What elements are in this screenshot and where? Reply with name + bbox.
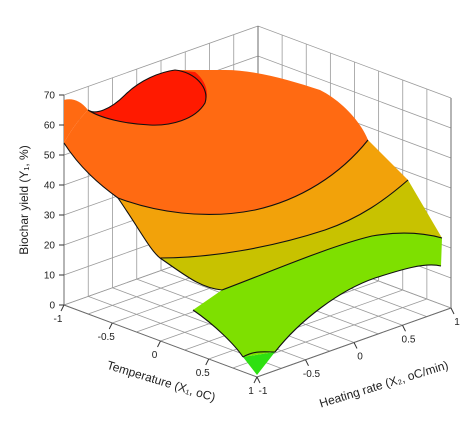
x-axis-label: Temperature (X₁, oC) xyxy=(105,358,217,404)
z-tick-label: 40 xyxy=(44,181,56,192)
contour-line xyxy=(87,69,207,126)
contour-line xyxy=(117,179,409,259)
x-tick-mark xyxy=(108,322,113,330)
surface xyxy=(64,70,442,375)
contour-line xyxy=(192,264,442,358)
z-axis-label: Biochar yield (Y₁, %) xyxy=(17,145,31,254)
x-tick-mark xyxy=(60,304,65,312)
y-tick-label: 0 xyxy=(357,352,363,363)
y-tick-label: -0.5 xyxy=(303,369,321,380)
z-tick-label: 30 xyxy=(44,211,56,222)
contour-line xyxy=(242,351,276,358)
y-axis-ticks: -1 -0.5 0 0.5 1 xyxy=(256,307,460,397)
y-tick-label: 1 xyxy=(454,317,460,328)
z-tick-label: 60 xyxy=(44,121,56,132)
z-tick-label: 0 xyxy=(49,301,55,312)
x-tick-label: 0 xyxy=(152,350,158,361)
x-tick-label: 0.5 xyxy=(196,368,210,379)
z-tick-label: 50 xyxy=(44,151,56,162)
surface-band-high xyxy=(88,70,207,126)
z-axis-ticks: 0 10 20 30 40 50 60 70 xyxy=(44,91,64,312)
y-tick-mark xyxy=(305,359,309,366)
x-tick-label: -1 xyxy=(54,314,63,325)
y-tick-mark xyxy=(402,325,406,332)
z-tick-label: 10 xyxy=(44,271,56,282)
z-tick-label: 20 xyxy=(44,241,56,252)
y-tick-label: 0.5 xyxy=(402,334,416,345)
y-tick-mark xyxy=(256,376,261,384)
y-axis-label: Heating rate (X₂, oC/min) xyxy=(318,358,450,411)
y-tick-label: -1 xyxy=(259,386,268,397)
x-tick-label: -0.5 xyxy=(98,332,116,343)
x-tick-mark xyxy=(205,358,210,366)
surface-band-low xyxy=(193,233,442,357)
surface-band-lowest xyxy=(243,352,275,375)
x-tick-label: 1 xyxy=(248,386,254,397)
y-tick-mark xyxy=(353,342,358,349)
x-axis-ticks: -1 -0.5 0 0.5 1 xyxy=(54,304,258,397)
contour-line xyxy=(159,232,443,291)
z-tick-label: 70 xyxy=(44,91,56,102)
x-tick-mark xyxy=(157,340,161,348)
contour-lines xyxy=(63,69,443,358)
x-tick-mark xyxy=(253,376,258,384)
surface-edge-left xyxy=(64,99,88,143)
surface-band-mid-low xyxy=(160,180,442,290)
y-tick-mark xyxy=(450,307,455,315)
surface-band-mid xyxy=(118,140,408,258)
contour-line xyxy=(63,139,369,215)
